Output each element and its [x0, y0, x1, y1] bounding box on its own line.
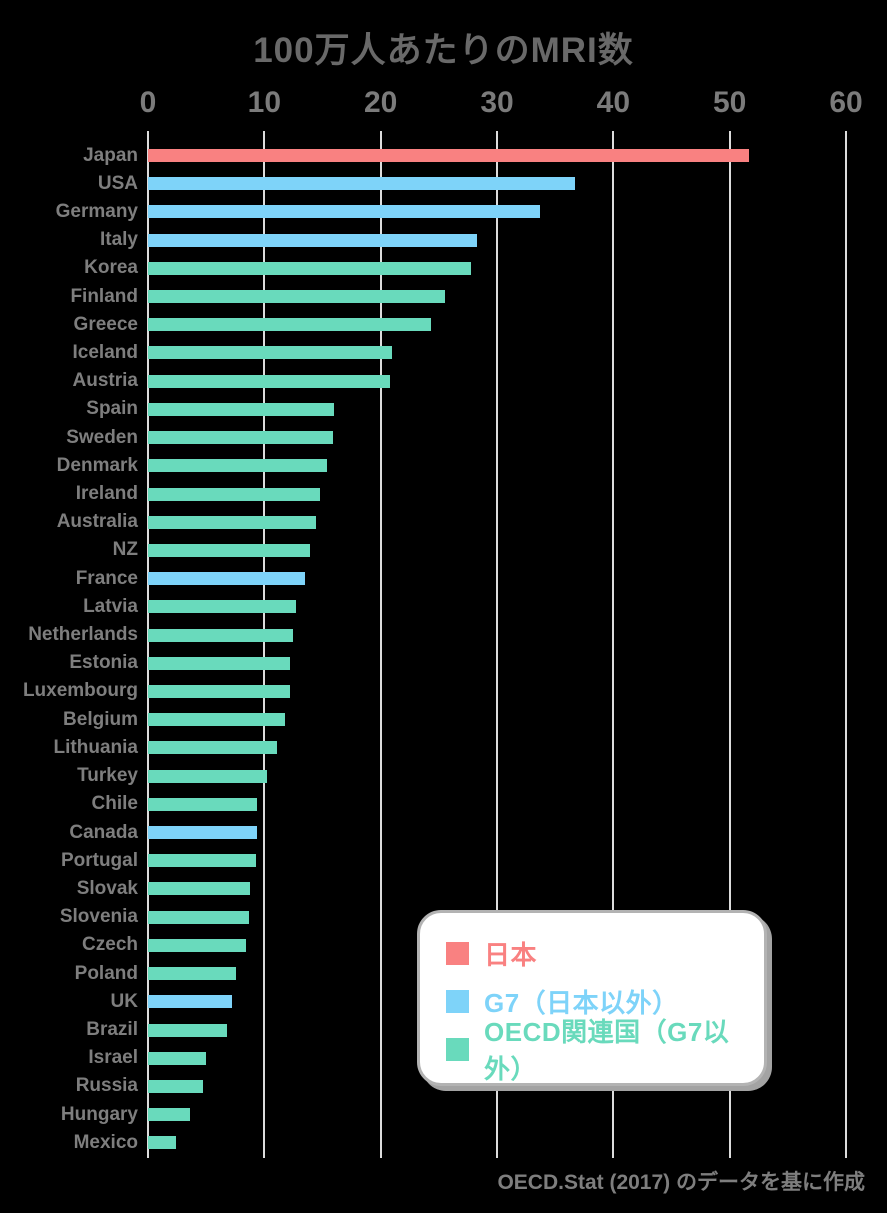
bar-netherlands	[148, 628, 294, 642]
bar-slovenia	[148, 910, 250, 924]
row-label-mexico: Mexico	[73, 1131, 138, 1153]
row-label-usa: USA	[97, 172, 138, 194]
row-label-luxembourg: Luxembourg	[22, 680, 138, 702]
legend-swatch-japan	[446, 941, 469, 965]
row-label-slovak: Slovak	[76, 877, 138, 899]
bar-poland	[148, 967, 237, 981]
bar-czech	[148, 938, 246, 952]
x-tick-label-10: 10	[247, 86, 282, 119]
bar-spain	[148, 402, 335, 416]
bar-denmark	[148, 459, 328, 473]
row-label-australia: Australia	[56, 511, 138, 533]
source-note: OECD.Stat (2017) のデータを基に作成	[497, 1171, 865, 1194]
gridline-x-40	[612, 131, 615, 1158]
bar-canada	[148, 826, 258, 840]
legend-label-g7: G7（日本以外）	[484, 987, 679, 1018]
gridline-x-50	[728, 131, 731, 1158]
bar-latvia	[148, 600, 296, 614]
row-label-belgium: Belgium	[63, 708, 138, 730]
row-label-japan: Japan	[83, 144, 138, 166]
bar-turkey	[148, 769, 267, 783]
bar-nz	[148, 543, 310, 557]
chart-title: 100万人あたりのMRI数	[253, 31, 634, 70]
bar-uk	[148, 995, 232, 1009]
row-label-slovenia: Slovenia	[59, 906, 138, 928]
row-label-netherlands: Netherlands	[28, 624, 138, 646]
x-tick-label-20: 20	[363, 86, 398, 119]
row-label-estonia: Estonia	[69, 652, 138, 674]
legend-swatch-oecd	[446, 1037, 469, 1061]
row-label-russia: Russia	[75, 1075, 138, 1097]
row-label-iceland: Iceland	[72, 341, 138, 363]
x-tick-label-60: 60	[829, 86, 863, 119]
bar-austria	[148, 374, 390, 388]
bar-ireland	[148, 487, 321, 501]
bar-australia	[148, 515, 316, 529]
bar-sweden	[148, 431, 333, 445]
bar-france	[148, 572, 306, 586]
legend-entry-oecd: OECD関連国（G7以外）	[446, 1017, 764, 1084]
bar-italy	[148, 233, 478, 247]
row-label-turkey: Turkey	[77, 765, 138, 787]
legend-entry-g7: G7（日本以外）	[446, 977, 764, 1025]
x-tick-label-40: 40	[596, 86, 631, 119]
row-label-ireland: Ireland	[75, 483, 138, 505]
legend-swatch-g7	[446, 989, 469, 1013]
bar-japan	[148, 149, 750, 162]
row-label-france: France	[75, 567, 138, 589]
gridline-x-10	[263, 131, 266, 1158]
legend-label-oecd: OECD関連国（G7以外）	[484, 1017, 730, 1084]
row-label-korea: Korea	[84, 257, 138, 279]
bar-finland	[148, 290, 445, 304]
bar-luxembourg	[148, 684, 290, 698]
legend-label-japan: 日本	[484, 939, 538, 970]
row-label-brazil: Brazil	[86, 1019, 138, 1040]
row-label-canada: Canada	[69, 821, 138, 843]
row-label-lithuania: Lithuania	[53, 736, 138, 758]
legend: 日本 G7（日本以外） OECD関連国（G7以外）	[417, 910, 767, 1086]
bar-mexico	[148, 1136, 176, 1150]
row-label-nz: NZ	[112, 539, 138, 561]
bar-brazil	[148, 1023, 228, 1037]
x-tick-label-30: 30	[480, 86, 514, 119]
row-label-spain: Spain	[86, 398, 138, 420]
bar-germany	[148, 205, 541, 219]
row-label-sweden: Sweden	[66, 426, 138, 448]
gridline-x-30	[496, 131, 498, 1158]
bar-belgium	[148, 713, 286, 727]
bar-greece	[148, 318, 431, 332]
bar-lithuania	[148, 741, 278, 755]
row-label-germany: Germany	[55, 200, 138, 222]
x-tick-label-0: 0	[139, 86, 157, 119]
row-label-poland: Poland	[74, 962, 138, 984]
bar-iceland	[148, 346, 393, 360]
row-label-latvia: Latvia	[83, 595, 138, 617]
row-label-austria: Austria	[72, 370, 138, 392]
row-label-greece: Greece	[73, 313, 138, 335]
row-label-uk: UK	[110, 990, 138, 1012]
bar-russia	[148, 1079, 203, 1093]
row-label-israel: Israel	[88, 1047, 138, 1069]
bar-portugal	[148, 854, 257, 868]
bar-israel	[148, 1051, 207, 1065]
row-label-czech: Czech	[82, 934, 138, 956]
bar-estonia	[148, 656, 290, 670]
bar-slovak	[148, 882, 251, 896]
bar-usa	[148, 177, 575, 191]
bar-hungary	[148, 1108, 190, 1122]
gridline-x-20	[379, 131, 382, 1158]
bar-chile	[148, 797, 258, 811]
row-label-italy: Italy	[99, 229, 138, 251]
row-label-portugal: Portugal	[60, 849, 138, 871]
row-label-finland: Finland	[70, 285, 138, 307]
gridline-x-60	[845, 131, 847, 1158]
legend-entry-japan: 日本	[446, 929, 764, 977]
gridline-x-0	[147, 131, 149, 1158]
row-label-chile: Chile	[91, 793, 138, 815]
row-label-hungary: Hungary	[60, 1103, 138, 1125]
bar-korea	[148, 261, 472, 275]
row-label-denmark: Denmark	[56, 454, 138, 476]
x-tick-label-50: 50	[712, 86, 747, 119]
